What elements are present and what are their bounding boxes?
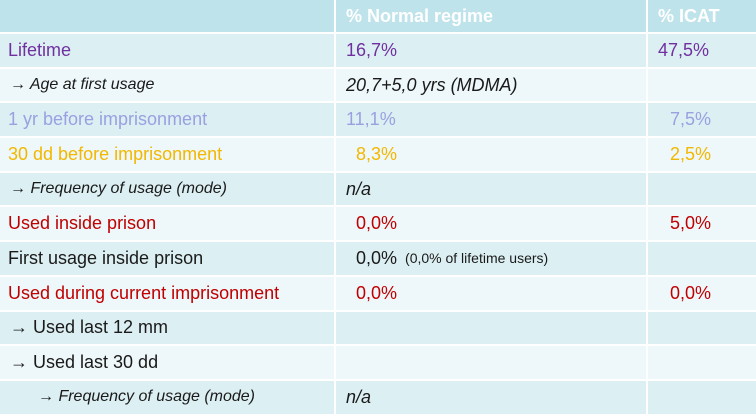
row-label-cell: Used inside prison [0,207,336,243]
header-label-cell [0,0,336,34]
row-label: 1 yr before imprisonment [8,109,208,130]
row-icat-cell [648,68,756,104]
row-normal-value: 0,0% [356,247,398,268]
row-icat-value: 5,0% [670,213,712,234]
row-label: → Frequency of usage (mode) [38,388,255,406]
row-label: → Age at first usage [10,76,155,94]
row-normal-value: 16,7% [346,39,398,60]
row-label-cell: → Used last 12 mm [0,311,336,347]
header-normal-regime: % Normal regime [336,0,648,34]
row-icat-cell: 0,0% [648,276,756,312]
row-icat-cell: 47,5% [648,34,756,69]
row-label-cell: 30 dd before imprisonment [0,138,336,173]
row-icat-cell [648,311,756,347]
header-icat: % ICAT [648,0,756,34]
row-normal-cell: 0,0% [336,276,648,312]
row-normal-value: 8,3% [356,143,398,164]
header-col3: % ICAT [658,5,720,26]
row-label: → Used last 12 mm [10,317,169,338]
row-icat-cell [648,242,756,277]
row-icat-cell [648,346,756,381]
row-label: Used inside prison [8,213,157,234]
row-label-cell: → Frequency of usage (mode) [0,172,336,208]
row-label: → Frequency of usage (mode) [10,180,227,198]
row-icat-cell: 2,5% [648,138,756,173]
row-normal-value: 11,1% [346,109,396,130]
header-col2: % Normal regime [346,5,494,26]
row-icat-value: 0,0% [670,282,712,303]
row-normal-cell: n/a [336,172,648,208]
row-normal-value: 0,0% [356,213,398,234]
row-normal-value: 20,7+5,0 yrs (MDMA) [346,74,518,95]
row-icat-value: 7,5% [670,109,712,130]
row-normal-cell: 16,7% [336,34,648,69]
row-label: → Used last 30 dd [10,352,159,373]
row-normal-cell: 8,3% [336,138,648,173]
row-normal-cell: 20,7+5,0 yrs (MDMA) [336,68,648,104]
row-normal-cell [336,346,648,381]
row-label: Lifetime [8,39,72,60]
row-normal-value: 0,0% [356,282,398,303]
row-label-cell: 1 yr before imprisonment [0,103,336,139]
row-icat-cell: 7,5% [648,103,756,139]
row-label-cell: → Age at first usage [0,68,336,104]
row-label: First usage inside prison [8,247,204,268]
row-normal-cell: 11,1% [336,103,648,139]
row-normal-cell: 0,0% (0,0% of lifetime users) [336,242,648,277]
row-label: Used during current imprisonment [8,282,280,303]
row-label: 30 dd before imprisonment [8,143,223,164]
row-normal-cell [336,311,648,347]
row-icat-cell [648,380,756,416]
row-normal-cell: 0,0% [336,207,648,243]
row-icat-cell: 5,0% [648,207,756,243]
row-normal-cell: n/a [336,380,648,416]
row-label-cell: → Used last 30 dd [0,346,336,381]
row-icat-value: 47,5% [658,39,710,60]
row-note: (0,0% of lifetime users) [405,250,549,267]
row-label-cell: Used during current imprisonment [0,276,336,312]
row-label-cell: Lifetime [0,34,336,69]
row-label-cell: First usage inside prison [0,242,336,277]
row-icat-cell [648,172,756,208]
row-label-cell: → Frequency of usage (mode) [0,380,336,416]
row-normal-value: n/a [346,386,372,407]
row-normal-value: n/a [346,178,372,199]
row-icat-value: 2,5% [670,143,712,164]
